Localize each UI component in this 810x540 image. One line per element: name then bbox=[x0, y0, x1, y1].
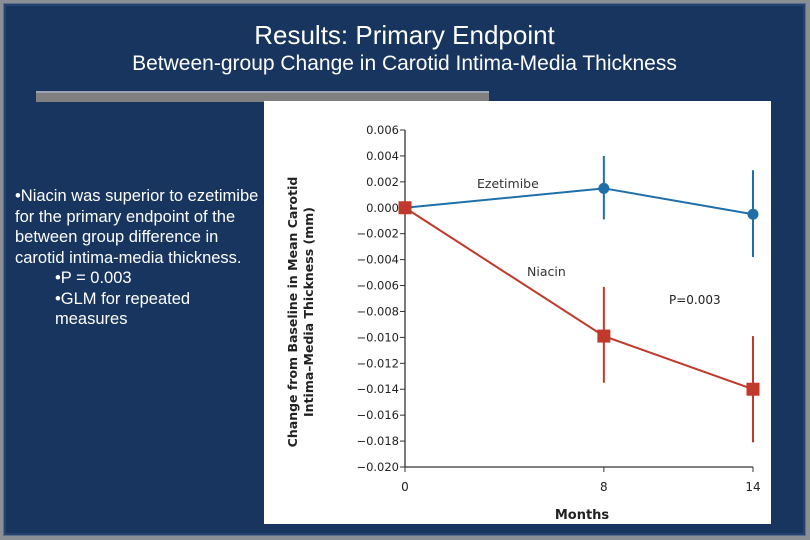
slide-subtitle: Between-group Change in Carotid Intima-M… bbox=[132, 52, 677, 75]
ezetimibe-line bbox=[404, 187, 754, 216]
sub-bullet-item: •P = 0.003 bbox=[55, 269, 132, 287]
p-value-annotation: P=0.003 bbox=[669, 293, 721, 307]
y-tick-label: −0.002 bbox=[356, 227, 399, 241]
y-tick-label: −0.012 bbox=[356, 356, 399, 370]
chart-panel: Change from Baseline in Mean Carotid Int… bbox=[264, 101, 771, 524]
niacin-point bbox=[746, 382, 760, 396]
x-tick-label: 14 bbox=[745, 480, 760, 494]
y-tick-label: −0.010 bbox=[356, 330, 399, 344]
y-axis-label-line: Change from Baseline in Mean Carotid bbox=[285, 177, 300, 448]
line-chart: Change from Baseline in Mean Carotid Int… bbox=[285, 123, 761, 523]
y-tick-label: 0.000 bbox=[366, 201, 399, 215]
ezetimibe-point bbox=[598, 182, 610, 194]
ezetimibe-label: Ezetimibe bbox=[477, 176, 539, 191]
y-tick-label: 0.006 bbox=[366, 123, 399, 137]
niacin-label: Niacin bbox=[527, 264, 566, 279]
y-tick-label: −0.004 bbox=[356, 253, 399, 267]
y-axis-label-line: Intima–Media Thickness (mm) bbox=[301, 207, 316, 417]
sub-bullet-item: •GLM for repeated measures bbox=[55, 289, 191, 329]
y-tick-label: −0.018 bbox=[356, 434, 399, 448]
niacin-point bbox=[597, 329, 611, 343]
y-tick-label: −0.014 bbox=[356, 382, 399, 396]
bullet-item: •Niacin was superior to ezetimibe for th… bbox=[15, 187, 259, 267]
y-tick-label: 0.002 bbox=[366, 175, 399, 189]
y-tick-label: −0.016 bbox=[356, 408, 399, 422]
title-divider bbox=[36, 91, 489, 102]
ezetimibe-point bbox=[747, 208, 759, 220]
slide: Results: Primary Endpoint Between-group … bbox=[3, 3, 806, 536]
y-tick-label: 0.004 bbox=[366, 149, 399, 163]
slide-title: Results: Primary Endpoint bbox=[254, 20, 555, 50]
x-tick-label: 8 bbox=[600, 480, 608, 494]
y-tick-label: −0.008 bbox=[356, 304, 399, 318]
bullet-list: •Niacin was superior to ezetimibe for th… bbox=[15, 186, 265, 330]
niacin-point bbox=[398, 201, 412, 215]
x-axis-label: Months bbox=[555, 508, 610, 523]
y-tick-label: −0.020 bbox=[356, 460, 399, 474]
y-axis-label: Change from Baseline in Mean Carotid Int… bbox=[285, 177, 316, 448]
x-tick-label: 0 bbox=[401, 480, 409, 494]
y-tick-label: −0.006 bbox=[356, 279, 399, 293]
